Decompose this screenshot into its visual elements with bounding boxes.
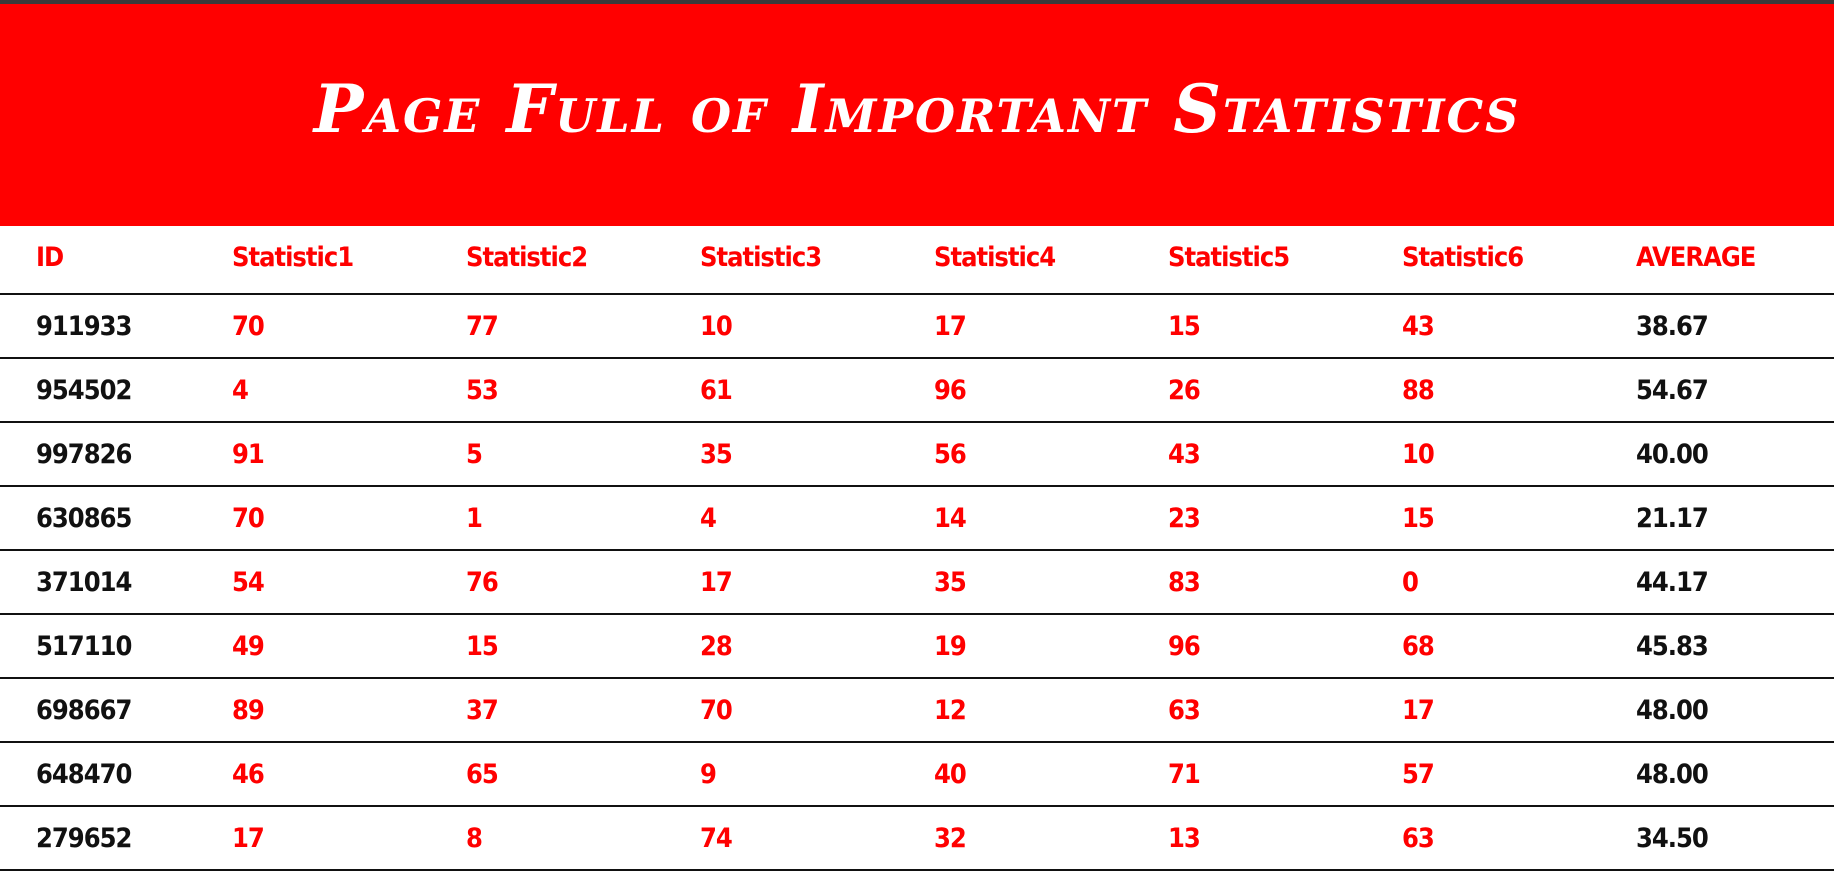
cell-id: 648470 [0,742,196,807]
cell-statistic1: 17 [196,806,430,871]
cell-statistic4: 12 [898,678,1132,743]
table-row: 371014 54 76 17 35 83 0 44.17 [0,550,1834,615]
cell-statistic6: 57 [1366,742,1600,807]
cell-statistic2: 77 [430,294,664,359]
cell-id: 997826 [0,422,196,487]
table-row: 279652 17 8 74 32 13 63 34.50 [0,806,1834,871]
cell-statistic3: 10 [664,294,898,359]
cell-statistic1: 89 [196,678,430,743]
cell-statistic2: 5 [430,422,664,487]
cell-average: 45.83 [1600,614,1834,679]
cell-statistic2: 65 [430,742,664,807]
column-header-average: AVERAGE [1600,226,1834,295]
cell-statistic3: 4 [664,486,898,551]
cell-average: 44.17 [1600,550,1834,615]
cell-statistic1: 91 [196,422,430,487]
cell-id: 517110 [0,614,196,679]
cell-average: 54.67 [1600,358,1834,423]
column-header-statistic1: Statistic1 [196,226,430,295]
cell-statistic5: 13 [1132,806,1366,871]
cell-statistic6: 43 [1366,294,1600,359]
cell-statistic4: 40 [898,742,1132,807]
cell-statistic1: 70 [196,486,430,551]
cell-average: 21.17 [1600,486,1834,551]
table-row: 517110 49 15 28 19 96 68 45.83 [0,614,1834,679]
cell-statistic6: 17 [1366,678,1600,743]
table-body: 911933 70 77 10 17 15 43 38.67 954502 4 53 61 96 26 88… [0,294,1834,871]
table-row: 630865 70 1 4 14 23 15 21.17 [0,486,1834,551]
column-header-statistic2: Statistic2 [430,226,664,295]
column-header-statistic6: Statistic6 [1366,226,1600,295]
cell-average: 48.00 [1600,742,1834,807]
table-row: 698667 89 37 70 12 63 17 48.00 [0,678,1834,743]
cell-statistic3: 74 [664,806,898,871]
statistics-table: ID Statistic1 Statistic2 Statistic3 Stat… [0,226,1834,871]
cell-statistic5: 83 [1132,550,1366,615]
column-header-statistic3: Statistic3 [664,226,898,295]
column-header-statistic4: Statistic4 [898,226,1132,295]
header-banner: Page Full of Important Statistics [0,4,1834,226]
table-header: ID Statistic1 Statistic2 Statistic3 Stat… [0,226,1834,295]
cell-id: 954502 [0,358,196,423]
cell-statistic3: 70 [664,678,898,743]
cell-statistic2: 8 [430,806,664,871]
cell-statistic6: 88 [1366,358,1600,423]
top-strip [0,0,1834,4]
cell-statistic1: 49 [196,614,430,679]
cell-statistic6: 63 [1366,806,1600,871]
column-header-statistic5: Statistic5 [1132,226,1366,295]
column-header-id: ID [0,226,196,295]
cell-statistic5: 63 [1132,678,1366,743]
cell-id: 698667 [0,678,196,743]
cell-average: 40.00 [1600,422,1834,487]
cell-statistic5: 23 [1132,486,1366,551]
cell-statistic3: 61 [664,358,898,423]
cell-id: 371014 [0,550,196,615]
cell-average: 48.00 [1600,678,1834,743]
cell-statistic3: 35 [664,422,898,487]
cell-statistic2: 1 [430,486,664,551]
cell-statistic6: 0 [1366,550,1600,615]
table-row: 997826 91 5 35 56 43 10 40.00 [0,422,1834,487]
cell-average: 38.67 [1600,294,1834,359]
cell-statistic3: 17 [664,550,898,615]
cell-statistic5: 71 [1132,742,1366,807]
cell-statistic5: 43 [1132,422,1366,487]
cell-statistic6: 10 [1366,422,1600,487]
cell-id: 911933 [0,294,196,359]
cell-statistic2: 76 [430,550,664,615]
cell-statistic3: 28 [664,614,898,679]
page-title: Page Full of Important Statistics [313,70,1521,148]
cell-id: 630865 [0,486,196,551]
cell-statistic5: 15 [1132,294,1366,359]
cell-statistic4: 35 [898,550,1132,615]
cell-statistic4: 19 [898,614,1132,679]
header-row: ID Statistic1 Statistic2 Statistic3 Stat… [0,226,1834,295]
table-row: 648470 46 65 9 40 71 57 48.00 [0,742,1834,807]
cell-statistic3: 9 [664,742,898,807]
cell-statistic4: 56 [898,422,1132,487]
table-row: 954502 4 53 61 96 26 88 54.67 [0,358,1834,423]
cell-statistic1: 70 [196,294,430,359]
cell-average: 34.50 [1600,806,1834,871]
cell-statistic2: 15 [430,614,664,679]
cell-statistic6: 15 [1366,486,1600,551]
cell-statistic4: 14 [898,486,1132,551]
cell-statistic4: 96 [898,358,1132,423]
cell-statistic2: 37 [430,678,664,743]
cell-statistic2: 53 [430,358,664,423]
cell-statistic1: 46 [196,742,430,807]
cell-statistic5: 26 [1132,358,1366,423]
cell-statistic1: 54 [196,550,430,615]
table-row: 911933 70 77 10 17 15 43 38.67 [0,294,1834,359]
cell-statistic6: 68 [1366,614,1600,679]
cell-statistic4: 17 [898,294,1132,359]
cell-statistic1: 4 [196,358,430,423]
cell-statistic5: 96 [1132,614,1366,679]
cell-statistic4: 32 [898,806,1132,871]
cell-id: 279652 [0,806,196,871]
